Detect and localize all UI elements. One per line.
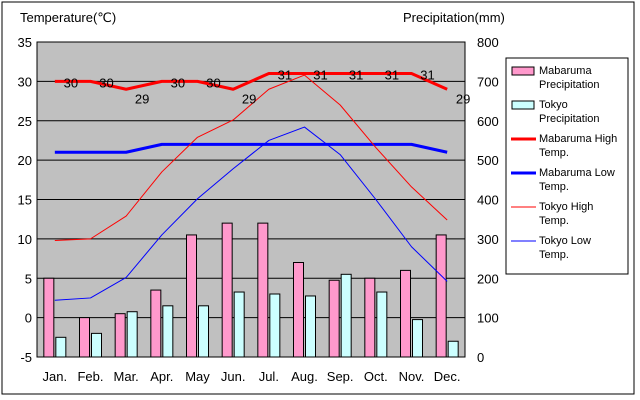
right-tick-label: 300	[477, 232, 499, 247]
bar-mabaruma-precipitation-4	[186, 234, 197, 358]
left-axis-title: Temperature(℃)	[20, 10, 116, 25]
x-tick-label: Oct.	[364, 369, 388, 384]
bar-mabaruma-precipitation-6	[257, 222, 269, 358]
data-label: 31	[278, 68, 292, 83]
line-series	[54, 72, 448, 301]
legend-label: Precipitation	[539, 113, 600, 125]
data-label: 30	[99, 75, 113, 90]
axes: -5 0 5 10 15 20 25 30 35 0 100 200 300 400 500 600 700 80…	[18, 35, 499, 384]
x-tick-label: Jul.	[259, 369, 279, 384]
data-label: 31	[349, 68, 363, 83]
left-tick-label: 5	[25, 271, 32, 286]
legend-swatch	[511, 100, 535, 110]
right-tick-label: 700	[477, 74, 499, 89]
legend	[505, 57, 629, 275]
bar-mabaruma-precipitation-10	[400, 269, 411, 358]
bar-tokyo-precipitation-11	[447, 340, 459, 358]
legend-label: Tokyo	[539, 99, 568, 111]
legend-label: Tokyo High	[539, 201, 593, 213]
left-tick-label: -5	[20, 350, 32, 365]
left-tick-label: 35	[18, 35, 32, 50]
bar-mabaruma-precipitation-1	[79, 317, 90, 358]
right-tick-label: 600	[477, 114, 499, 129]
legend-label: Precipitation	[539, 79, 600, 91]
x-tick-label: Feb.	[77, 369, 103, 384]
bar-mabaruma-precipitation-8	[328, 279, 340, 358]
bar-mabaruma-precipitation-5	[221, 222, 233, 358]
legend-entries: Mabaruma Precipitation Tokyo Precipitation M…	[511, 65, 617, 261]
bar-mabaruma-precipitation-7	[293, 262, 304, 358]
left-tick-label: 0	[25, 311, 32, 326]
legend-label: Mabaruma	[539, 65, 592, 77]
data-label: 31	[420, 68, 434, 83]
bar-series	[43, 222, 459, 358]
bar-mabaruma-precipitation-2	[114, 313, 126, 358]
x-tick-label: Jan.	[43, 369, 68, 384]
legend-label: Mabaruma High	[539, 133, 617, 145]
data-label: 30	[206, 75, 220, 90]
x-tick-label: Nov.	[399, 369, 425, 384]
right-tick-label: 0	[477, 350, 484, 365]
data-label: 31	[313, 68, 327, 83]
bar-mabaruma-precipitation-9	[364, 277, 376, 358]
bar-tokyo-precipitation-2	[126, 311, 138, 358]
right-tick-label: 200	[477, 271, 499, 286]
bar-tokyo-precipitation-9	[376, 291, 388, 358]
bar-tokyo-precipitation-6	[269, 293, 281, 358]
bar-tokyo-precipitation-1	[91, 332, 102, 358]
x-tick-label: Jun.	[221, 369, 246, 384]
bar-tokyo-precipitation-4	[198, 305, 209, 358]
gridlines	[37, 41, 465, 358]
left-tick-label: 20	[18, 153, 32, 168]
left-tick-label: 25	[18, 114, 32, 129]
right-tick-label: 800	[477, 35, 499, 50]
data-label: 29	[456, 91, 470, 106]
bar-tokyo-precipitation-10	[412, 319, 423, 358]
right-tick-label: 500	[477, 153, 499, 168]
data-label: 30	[64, 75, 78, 90]
legend-label: Tokyo Low	[539, 235, 591, 247]
legend-label: Temp.	[539, 147, 569, 159]
line-mabaruma-high-temp-	[54, 72, 448, 91]
legend-label: Temp.	[539, 215, 569, 227]
data-labels: 30 30 29 30 30 29 31 31 31 31 31 29	[64, 68, 471, 107]
right-tick-label: 100	[477, 311, 499, 326]
left-tick-label: 30	[18, 74, 32, 89]
x-tick-label: Mar.	[114, 369, 139, 384]
line-mabaruma-low-temp-	[54, 142, 448, 154]
x-tick-label: May	[185, 369, 210, 384]
line-tokyo-low-temp-	[54, 126, 448, 301]
right-axis-title: Precipitation(mm)	[403, 10, 505, 25]
left-tick-label: 15	[18, 193, 32, 208]
legend-swatch	[511, 66, 535, 76]
legend-label: Temp.	[539, 249, 569, 261]
bar-mabaruma-precipitation-0	[43, 277, 55, 358]
data-label: 31	[385, 68, 399, 83]
x-tick-label: Aug.	[291, 369, 318, 384]
x-tick-label: Apr.	[150, 369, 173, 384]
x-tick-label: Dec.	[434, 369, 461, 384]
left-tick-label: 10	[18, 232, 32, 247]
right-tick-label: 400	[477, 193, 499, 208]
data-label: 30	[171, 75, 185, 90]
bar-mabaruma-precipitation-11	[435, 234, 447, 358]
bar-mabaruma-precipitation-3	[150, 289, 162, 358]
data-label: 29	[135, 91, 149, 106]
line-tokyo-high-temp-	[54, 74, 448, 241]
x-tick-label: Sep.	[327, 369, 354, 384]
legend-label: Mabaruma Low	[539, 167, 615, 179]
data-label: 29	[242, 91, 256, 106]
bar-tokyo-precipitation-0	[55, 336, 67, 358]
bar-tokyo-precipitation-3	[162, 305, 174, 358]
legend-label: Temp.	[539, 181, 569, 193]
bar-tokyo-precipitation-5	[233, 291, 245, 358]
bar-tokyo-precipitation-7	[305, 295, 316, 358]
bar-tokyo-precipitation-8	[340, 273, 352, 358]
